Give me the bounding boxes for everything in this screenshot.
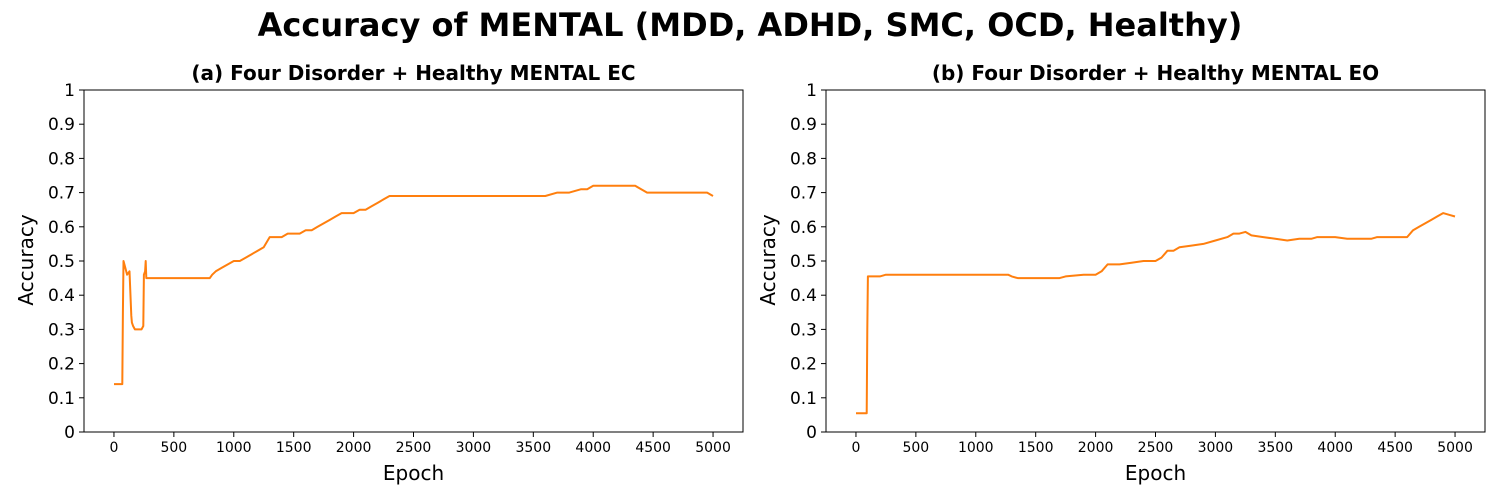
y-tick-label: 0.6 (790, 218, 817, 238)
axes-frame (83, 89, 744, 433)
y-tick-label: 0.9 (48, 115, 75, 135)
x-tick-label: 0 (851, 440, 860, 456)
x-tick-label: 2500 (1138, 440, 1174, 456)
y-axis-label: Accuracy (14, 214, 38, 305)
chart-panel-b: (b) Four Disorder + Healthy MENTAL EO Ep… (756, 61, 1486, 485)
x-tick-label: 2000 (1078, 440, 1114, 456)
x-tick-label: 2500 (396, 440, 432, 456)
chart-panel-a: (a) Four Disorder + Healthy MENTAL EC Ep… (14, 61, 744, 485)
y-tick-label: 0.1 (790, 389, 817, 409)
x-tick-label: 500 (160, 440, 187, 456)
y-tick-label: 0.6 (48, 218, 75, 238)
figure-title: Accuracy of MENTAL (MDD, ADHD, SMC, OCD,… (258, 6, 1243, 44)
y-tick-label: 0.5 (790, 252, 817, 272)
y-tick-label: 0.9 (790, 115, 817, 135)
y-axis-label: Accuracy (756, 214, 780, 305)
y-tick-label: 1 (64, 81, 75, 101)
x-tick-label: 500 (902, 440, 929, 456)
y-tick-label: 0.3 (48, 320, 75, 340)
x-tick-label: 5000 (695, 440, 731, 456)
x-tick-label: 1000 (216, 440, 252, 456)
x-tick-label: 2000 (336, 440, 372, 456)
y-tick-label: 0.2 (48, 355, 75, 375)
y-tick-label: 0.3 (790, 320, 817, 340)
x-tick-label: 4500 (635, 440, 671, 456)
y-tick-label: 0.8 (48, 149, 75, 169)
x-tick-label: 1500 (1018, 440, 1054, 456)
y-tick-label: 0.7 (48, 184, 75, 204)
y-tick-label: 0 (64, 423, 75, 443)
chart-title: (b) Four Disorder + Healthy MENTAL EO (932, 61, 1379, 85)
x-tick-label: 4000 (575, 440, 611, 456)
x-tick-label: 4500 (1377, 440, 1413, 456)
x-tick-label: 3000 (456, 440, 492, 456)
x-tick-label: 0 (109, 440, 118, 456)
x-tick-label: 1500 (276, 440, 312, 456)
chart-title: (a) Four Disorder + Healthy MENTAL EC (191, 61, 635, 85)
x-axis-label: Epoch (383, 461, 444, 485)
y-tick-label: 0.2 (790, 355, 817, 375)
series-line (856, 212, 1456, 415)
x-tick-label: 3500 (515, 440, 551, 456)
y-tick-label: 0.4 (790, 286, 817, 306)
x-axis-label: Epoch (1125, 461, 1186, 485)
y-tick-label: 0.7 (790, 184, 817, 204)
x-tick-label: 3500 (1257, 440, 1293, 456)
series-line (114, 184, 714, 386)
y-tick-label: 0.5 (48, 252, 75, 272)
x-tick-label: 5000 (1437, 440, 1473, 456)
y-tick-label: 0.8 (790, 149, 817, 169)
y-tick-label: 0 (806, 423, 817, 443)
x-tick-label: 3000 (1198, 440, 1234, 456)
y-tick-label: 1 (806, 81, 817, 101)
x-tick-label: 1000 (958, 440, 994, 456)
y-tick-label: 0.4 (48, 286, 75, 306)
x-tick-label: 4000 (1317, 440, 1353, 456)
y-tick-label: 0.1 (48, 389, 75, 409)
